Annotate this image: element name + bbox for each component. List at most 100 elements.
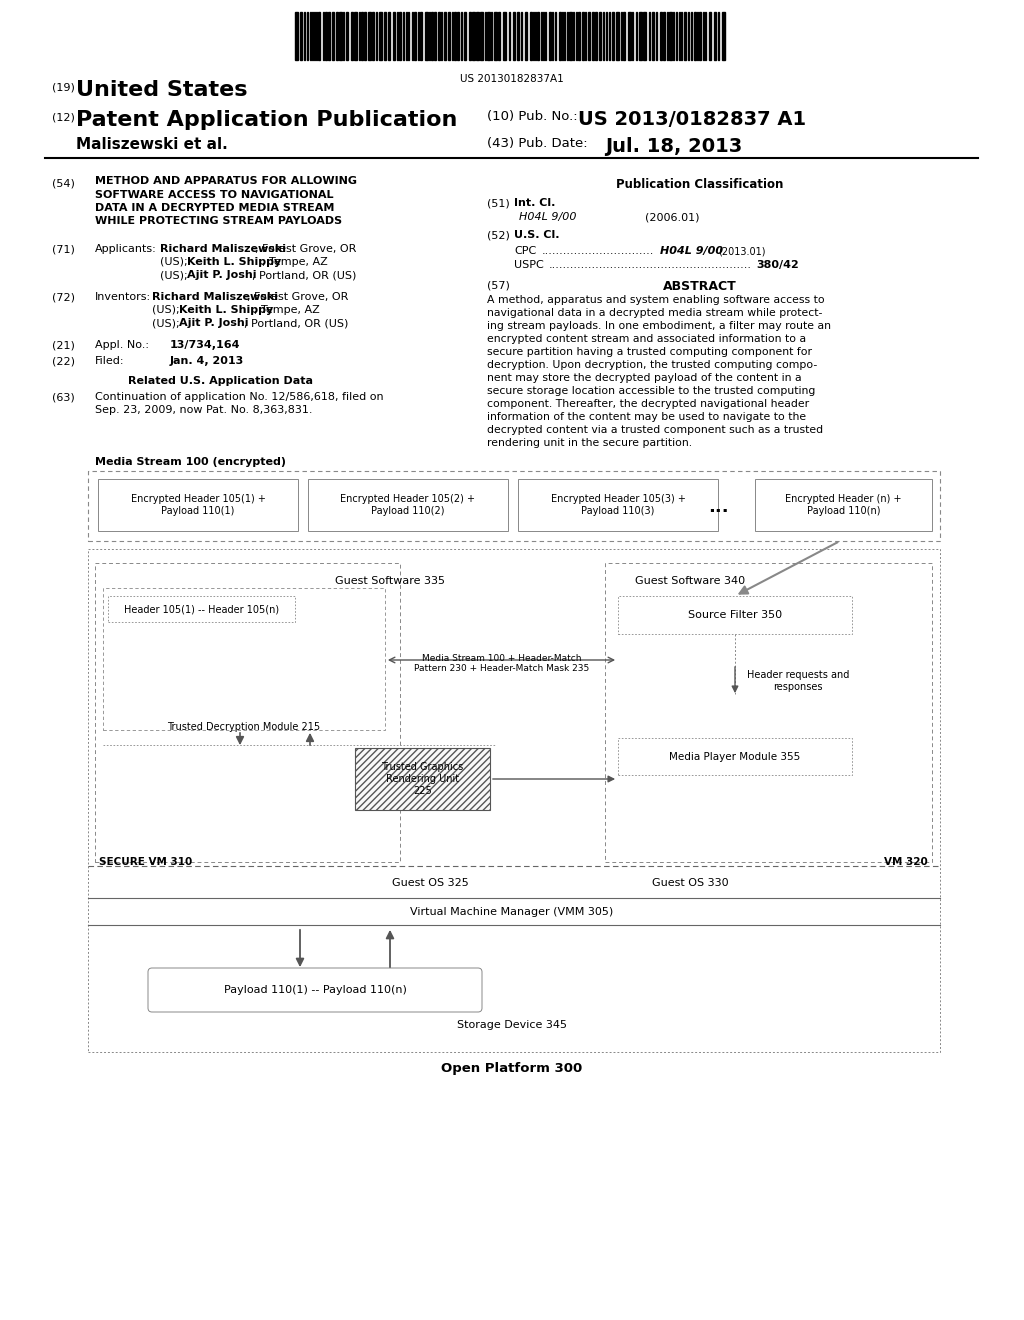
Text: Related U.S. Application Data: Related U.S. Application Data — [128, 376, 312, 385]
Bar — [639, 12, 642, 59]
Text: Guest Software 335: Guest Software 335 — [335, 576, 445, 586]
Text: METHOD AND APPARATUS FOR ALLOWING: METHOD AND APPARATUS FOR ALLOWING — [95, 176, 357, 186]
Bar — [336, 12, 338, 59]
Text: DATA IN A DECRYPTED MEDIA STREAM: DATA IN A DECRYPTED MEDIA STREAM — [95, 203, 335, 213]
Text: Patent Application Publication: Patent Application Publication — [76, 110, 458, 129]
Text: , Portland, OR (US): , Portland, OR (US) — [244, 318, 348, 327]
Bar — [464, 12, 466, 59]
Bar — [722, 12, 725, 59]
Bar — [472, 12, 475, 59]
Text: SECURE VM 310: SECURE VM 310 — [99, 857, 193, 867]
Text: US 20130182837A1: US 20130182837A1 — [460, 74, 564, 84]
Text: Media Player Module 355: Media Player Module 355 — [670, 751, 801, 762]
Bar — [628, 12, 631, 59]
Text: Sep. 23, 2009, now Pat. No. 8,363,831.: Sep. 23, 2009, now Pat. No. 8,363,831. — [95, 405, 312, 414]
Text: (51): (51) — [487, 198, 510, 209]
Bar — [578, 12, 580, 59]
Bar — [431, 12, 433, 59]
Text: Richard Maliszewski: Richard Maliszewski — [160, 244, 286, 253]
Bar — [623, 12, 625, 59]
Bar — [549, 12, 551, 59]
Text: (63): (63) — [52, 392, 75, 403]
Text: Continuation of application No. 12/586,618, filed on: Continuation of application No. 12/586,6… — [95, 392, 384, 403]
Bar — [295, 12, 298, 59]
Text: Richard Maliszewski: Richard Maliszewski — [152, 292, 278, 302]
Text: (54): (54) — [52, 178, 75, 187]
Text: ...............................: ............................... — [542, 246, 654, 256]
Text: (US);: (US); — [160, 271, 191, 280]
Text: information of the content may be used to navigate to the: information of the content may be used t… — [487, 412, 806, 422]
Bar — [457, 12, 459, 59]
Text: (US);: (US); — [152, 318, 183, 327]
Text: (43) Pub. Date:: (43) Pub. Date: — [487, 137, 588, 150]
Bar — [393, 12, 395, 59]
Bar — [399, 12, 401, 59]
Bar — [559, 12, 561, 59]
Bar — [318, 12, 319, 59]
Bar — [517, 12, 519, 59]
Text: Filed:: Filed: — [95, 356, 125, 366]
Text: A method, apparatus and system enabling software access to: A method, apparatus and system enabling … — [487, 294, 824, 305]
Bar — [699, 12, 701, 59]
Text: decryption. Upon decryption, the trusted computing compo-: decryption. Upon decryption, the trusted… — [487, 360, 817, 370]
Bar — [425, 12, 428, 59]
Bar — [588, 12, 590, 59]
Text: Keith L. Shippy: Keith L. Shippy — [179, 305, 273, 315]
Text: Encrypted Header 105(2) +: Encrypted Header 105(2) + — [341, 495, 475, 504]
Bar — [694, 12, 696, 59]
Bar — [420, 12, 422, 59]
Bar — [487, 12, 490, 59]
Text: Jan. 4, 2013: Jan. 4, 2013 — [170, 356, 245, 366]
Text: ABSTRACT: ABSTRACT — [664, 280, 737, 293]
Bar — [663, 12, 665, 59]
Text: Storage Device 345: Storage Device 345 — [457, 1020, 567, 1030]
Text: (12): (12) — [52, 112, 75, 121]
Text: (22): (22) — [52, 356, 75, 366]
Text: Ajit P. Joshi: Ajit P. Joshi — [179, 318, 249, 327]
FancyBboxPatch shape — [518, 479, 718, 531]
Bar — [332, 12, 334, 59]
FancyBboxPatch shape — [308, 479, 508, 531]
Text: Jul. 18, 2013: Jul. 18, 2013 — [605, 137, 742, 156]
Text: Source Filter 350: Source Filter 350 — [688, 610, 782, 620]
Text: Guest Software 340: Guest Software 340 — [635, 576, 745, 586]
Bar — [612, 12, 614, 59]
Bar — [660, 12, 662, 59]
Bar — [346, 12, 348, 59]
Text: WHILE PROTECTING STREAM PAYLOADS: WHILE PROTECTING STREAM PAYLOADS — [95, 216, 342, 227]
Text: Encrypted Header 105(3) +: Encrypted Header 105(3) + — [551, 495, 685, 504]
Text: Payload 110(1): Payload 110(1) — [162, 506, 234, 516]
Text: USPC: USPC — [514, 260, 544, 271]
Bar — [328, 12, 330, 59]
Text: Int. Cl.: Int. Cl. — [514, 198, 555, 209]
Text: ing stream payloads. In one embodiment, a filter may route an: ing stream payloads. In one embodiment, … — [487, 321, 831, 331]
Text: Trusted Graphics
Rendering Unit
225: Trusted Graphics Rendering Unit 225 — [381, 763, 464, 796]
Bar — [476, 12, 479, 59]
Text: Trusted Decryption Module 215: Trusted Decryption Module 215 — [168, 722, 321, 733]
Bar — [503, 12, 506, 59]
Text: Virtual Machine Manager (VMM 305): Virtual Machine Manager (VMM 305) — [411, 907, 613, 917]
Text: United States: United States — [76, 81, 248, 100]
Text: secure storage location accessible to the trusted computing: secure storage location accessible to th… — [487, 385, 815, 396]
Text: , Tempe, AZ: , Tempe, AZ — [254, 305, 319, 315]
Text: Applicants:: Applicants: — [95, 244, 157, 253]
Bar — [379, 12, 382, 59]
Text: ........................................................: ........................................… — [549, 260, 752, 271]
Text: encrypted content stream and associated information to a: encrypted content stream and associated … — [487, 334, 806, 345]
Text: ...: ... — [708, 498, 728, 516]
Bar — [339, 12, 342, 59]
Bar — [354, 12, 357, 59]
Text: Payload 110(1) -- Payload 110(n): Payload 110(1) -- Payload 110(n) — [223, 985, 407, 995]
Text: Inventors:: Inventors: — [95, 292, 152, 302]
Bar — [530, 12, 532, 59]
Bar — [364, 12, 366, 59]
Text: Media Stream 100 + Header-Match
Pattern 230 + Header-Match Mask 235: Media Stream 100 + Header-Match Pattern … — [414, 653, 589, 673]
Text: Keith L. Shippy: Keith L. Shippy — [187, 257, 282, 267]
Bar — [372, 12, 374, 59]
Bar — [569, 12, 572, 59]
Bar — [643, 12, 646, 59]
Bar — [592, 12, 594, 59]
FancyBboxPatch shape — [98, 479, 298, 531]
Text: nent may store the decrypted payload of the content in a: nent may store the decrypted payload of … — [487, 374, 802, 383]
Text: (21): (21) — [52, 341, 75, 350]
